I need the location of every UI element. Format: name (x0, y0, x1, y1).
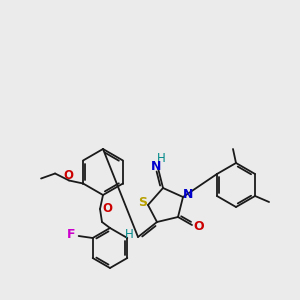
Text: O: O (102, 202, 112, 214)
Text: H: H (124, 227, 134, 241)
Text: O: O (63, 169, 73, 182)
Text: N: N (151, 160, 161, 172)
Text: S: S (139, 196, 148, 209)
Text: F: F (66, 229, 75, 242)
Text: H: H (157, 152, 165, 164)
Text: N: N (183, 188, 193, 202)
Text: O: O (194, 220, 204, 233)
